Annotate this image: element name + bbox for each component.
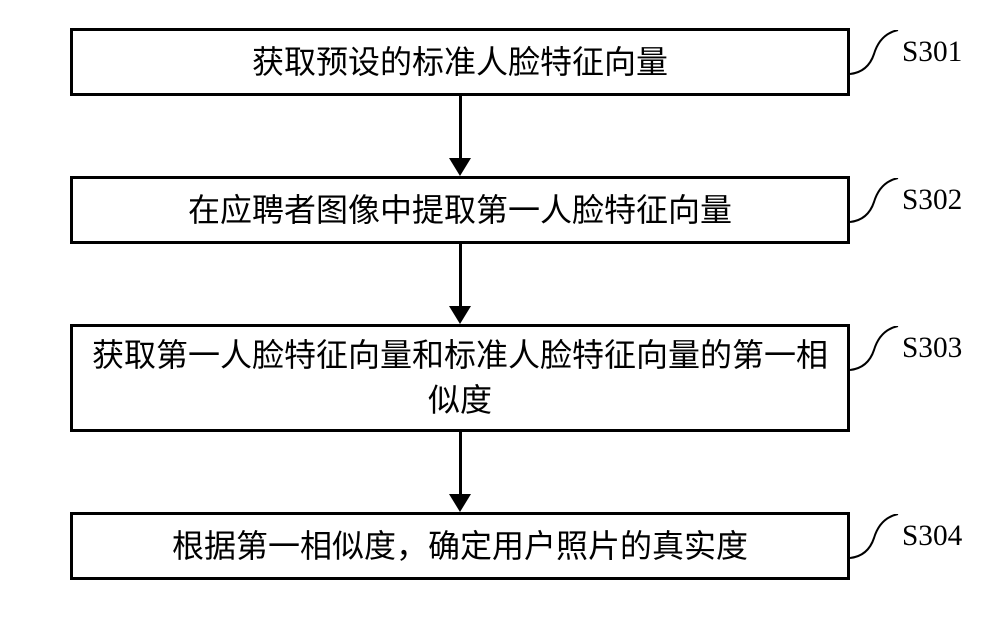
connector-s303-s304 (459, 432, 462, 494)
connector-s301-s302 (459, 96, 462, 158)
step-text-s303: 获取第一人脸特征向量和标准人脸特征向量的第一相似度 (85, 333, 835, 423)
step-box-s302: 在应聘者图像中提取第一人脸特征向量 (70, 176, 850, 244)
step-text-s301: 获取预设的标准人脸特征向量 (252, 40, 668, 85)
step-label-s303: S303 (902, 332, 962, 365)
label-curve-s304 (850, 514, 900, 562)
label-curve-s302 (850, 178, 900, 226)
step-label-s302: S302 (902, 184, 962, 217)
step-box-s304: 根据第一相似度，确定用户照片的真实度 (70, 512, 850, 580)
flowchart-canvas: 获取预设的标准人脸特征向量 在应聘者图像中提取第一人脸特征向量 获取第一人脸特征… (0, 0, 1000, 636)
label-curve-s303 (850, 326, 900, 374)
step-text-s304: 根据第一相似度，确定用户照片的真实度 (172, 524, 748, 569)
step-text-s302: 在应聘者图像中提取第一人脸特征向量 (188, 188, 732, 233)
step-label-s301: S301 (902, 36, 962, 69)
step-label-s304: S304 (902, 520, 962, 553)
arrow-icon (449, 494, 471, 512)
connector-s302-s303 (459, 244, 462, 306)
arrow-icon (449, 158, 471, 176)
label-curve-s301 (850, 30, 900, 78)
step-box-s301: 获取预设的标准人脸特征向量 (70, 28, 850, 96)
step-box-s303: 获取第一人脸特征向量和标准人脸特征向量的第一相似度 (70, 324, 850, 432)
arrow-icon (449, 306, 471, 324)
